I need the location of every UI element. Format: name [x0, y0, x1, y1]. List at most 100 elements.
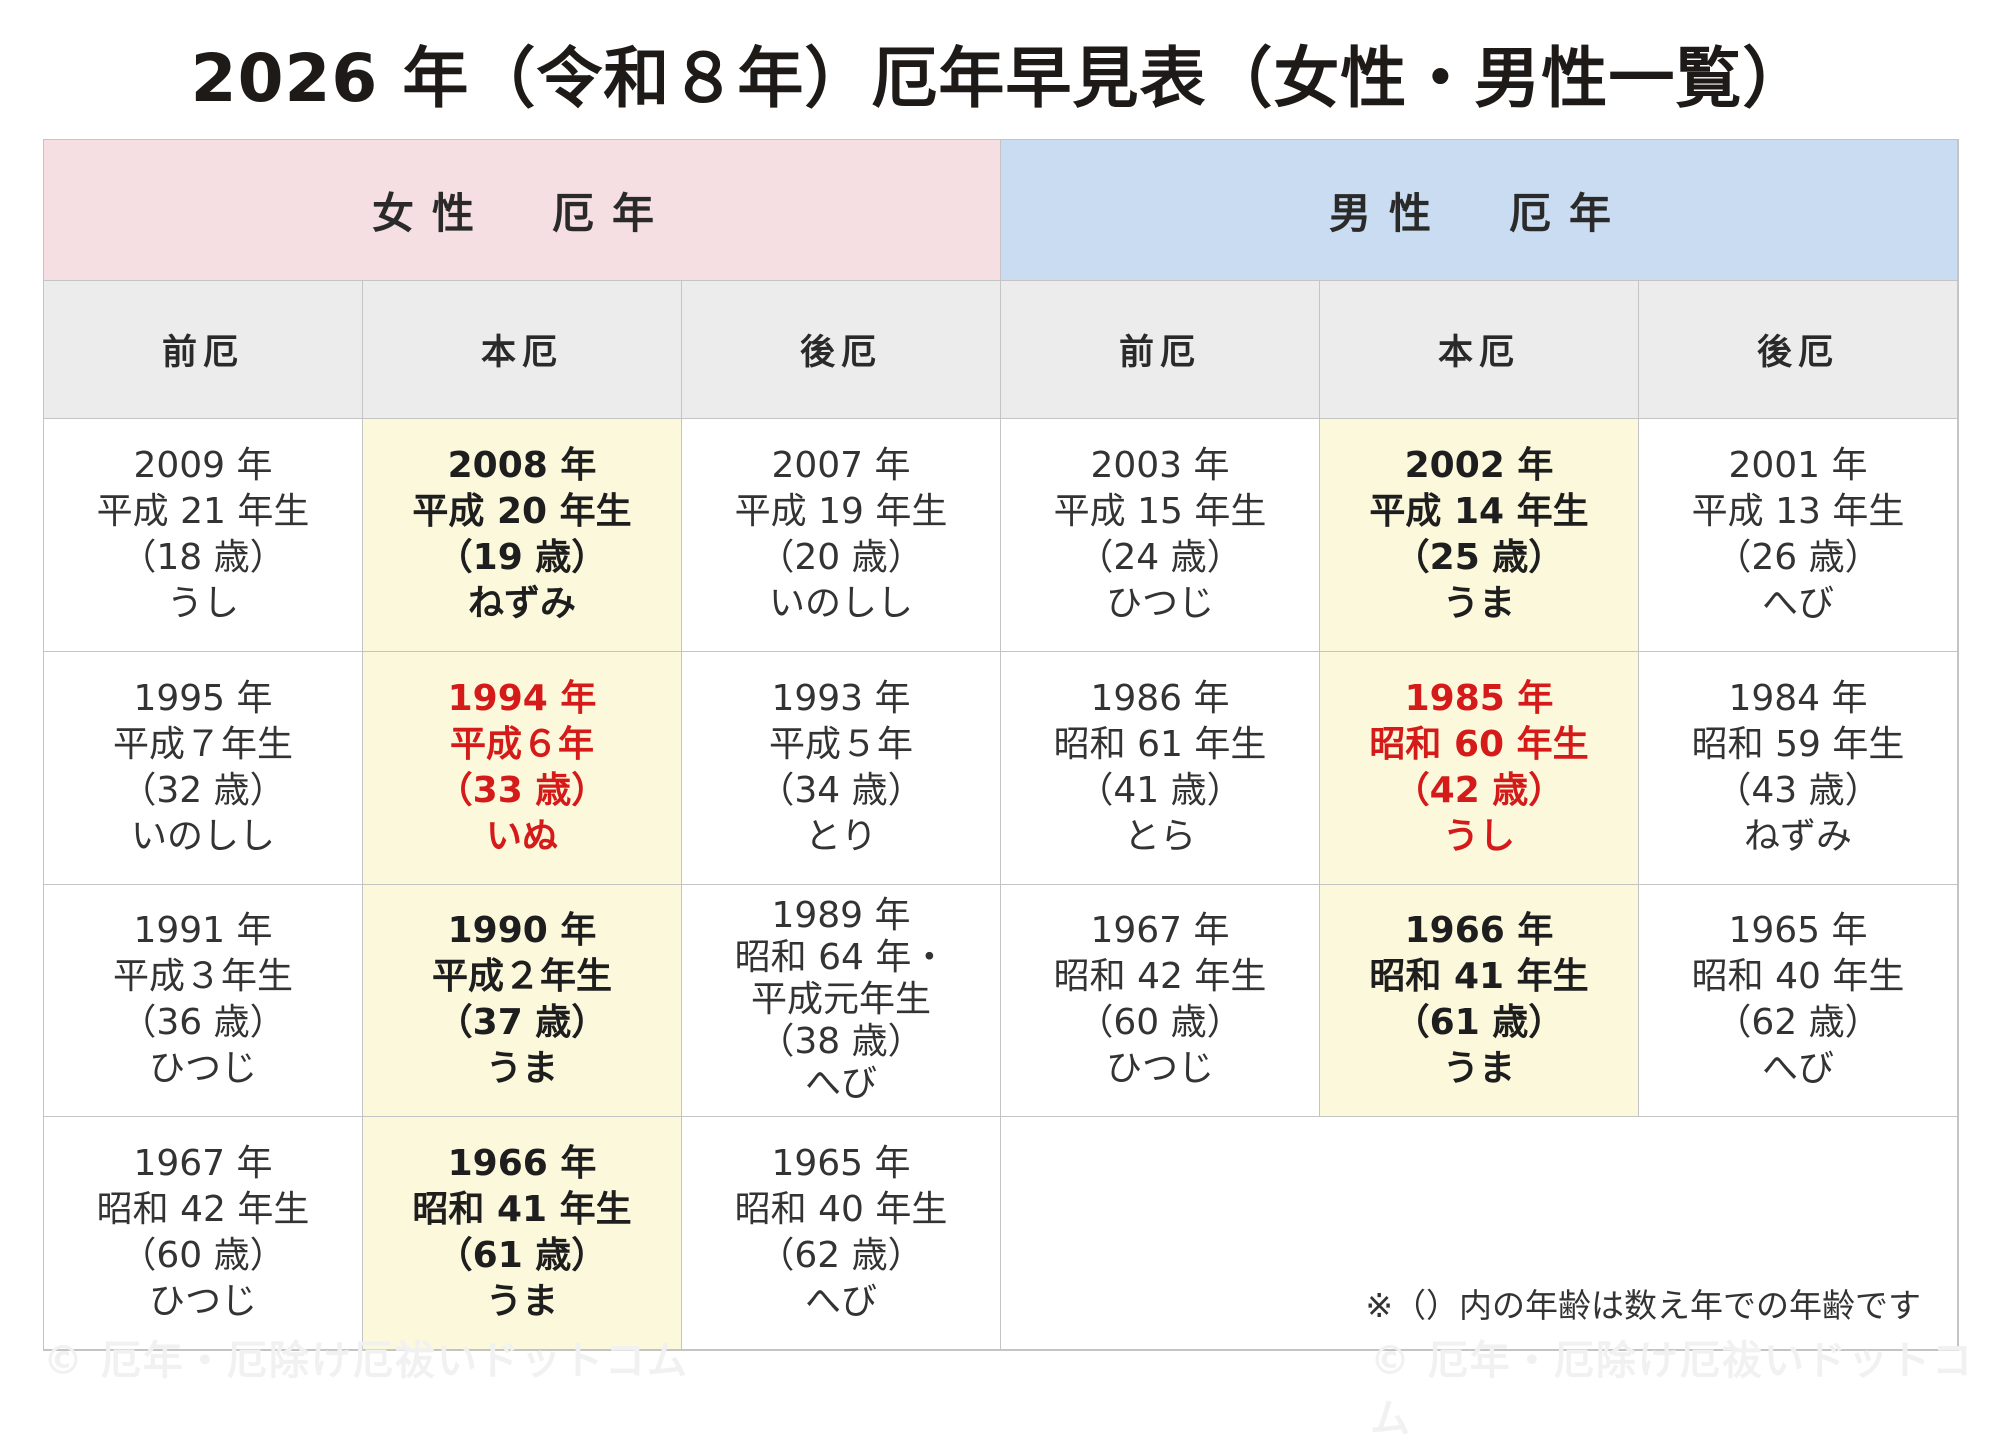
cell-line: 2003 年 [1090, 444, 1230, 486]
cell-line: 昭和 59 年生 [1691, 723, 1905, 765]
yakudoshi-cell: 1994 年平成６年 （33 歳） いぬ [363, 651, 682, 885]
cell-line: （38 歳） [758, 1021, 924, 1063]
cell-line: （60 歳） [1077, 1002, 1243, 1044]
yakudoshi-cell: 1989 年昭和 64 年・ 平成元年生 （38 歳） へび [682, 884, 1001, 1118]
cell-line: （42 歳） [1393, 769, 1565, 811]
cell-line: うま [485, 1048, 558, 1090]
cell-line: （34 歳） [758, 769, 924, 811]
yakudoshi-cell: 2001 年平成 13 年生 （26 歳） へび [1639, 419, 1958, 652]
cell-line: 昭和 40 年生 [734, 1189, 948, 1231]
cell-line: 平成 20 年生 [412, 490, 632, 532]
cell-line: （19 歳） [436, 536, 608, 578]
cell-line: （24 歳） [1077, 536, 1243, 578]
cell-line: 1967 年 [133, 1143, 273, 1185]
cell-line: 1985 年 [1404, 677, 1554, 719]
cell-line: うま [1442, 1048, 1515, 1090]
watermark-right: © 厄年・厄除け厄祓いドットコム [1370, 1338, 1974, 1442]
cell-line: （25 歳） [1393, 536, 1565, 578]
cell-line: いぬ [485, 815, 558, 857]
cell-line: 平成 15 年生 [1053, 490, 1267, 532]
yakudoshi-cell: 1967 年昭和 42 年生 （60 歳） ひつじ [1001, 884, 1320, 1118]
age-note: ※（）内の年齢は数え年での年齢です [1365, 1286, 1921, 1325]
yakudoshi-cell: 2003 年平成 15 年生 （24 歳） ひつじ [1001, 419, 1320, 652]
cell-line: ねずみ [1743, 815, 1852, 857]
cell-line: 2009 年 [133, 444, 273, 486]
cell-line: 1966 年 [1404, 910, 1554, 952]
cell-line: 昭和 42 年生 [96, 1189, 310, 1231]
cell-line: へび [804, 1063, 877, 1105]
cell-line: へび [804, 1281, 877, 1323]
female-honyaku-header: 本厄 [363, 281, 682, 419]
yakudoshi-cell: 1990 年平成２年生 （37 歳） うま [363, 884, 682, 1118]
cell-line: 2002 年 [1404, 444, 1554, 486]
yakudoshi-cell: 1993 年平成５年 （34 歳） とり [682, 651, 1001, 885]
cell-line: 昭和 61 年生 [1053, 723, 1267, 765]
cell-line: とら [1123, 815, 1196, 857]
cell-line: 1986 年 [1090, 677, 1230, 719]
yakudoshi-table: 女性 厄年 男性 厄年 前厄 本厄 後厄 前厄 本厄 後厄 2009 年平成 2… [43, 139, 1959, 1351]
cell-line: （32 歳） [120, 769, 286, 811]
cell-line: 1984 年 [1728, 677, 1868, 719]
yakudoshi-cell: 1985 年昭和 60 年生 （42 歳） うし [1320, 651, 1639, 885]
cell-line: 2008 年 [447, 444, 597, 486]
yakudoshi-cell: 1986 年昭和 61 年生 （41 歳） とら [1001, 651, 1320, 885]
cell-line: （62 歳） [1715, 1002, 1881, 1044]
cell-line: （37 歳） [436, 1002, 608, 1044]
cell-line: （26 歳） [1715, 536, 1881, 578]
cell-line: 1966 年 [447, 1143, 597, 1185]
cell-line: うま [1442, 582, 1515, 624]
cell-line: （61 歳） [1393, 1002, 1565, 1044]
cell-line: 昭和 40 年生 [1691, 956, 1905, 998]
cell-line: 1990 年 [447, 910, 597, 952]
cell-line: 平成元年生 [750, 979, 931, 1021]
male-honyaku-header: 本厄 [1320, 281, 1639, 419]
female-maeyaku-header: 前厄 [44, 281, 363, 419]
yakudoshi-cell: 1995 年平成７年生 （32 歳） いのしし [44, 651, 363, 885]
cell-line: （36 歳） [120, 1002, 286, 1044]
cell-line: うし [166, 582, 239, 624]
cell-line: いのしし [130, 815, 275, 857]
cell-line: へび [1761, 1048, 1834, 1090]
yakudoshi-cell: 1966 年昭和 41 年生 （61 歳） うま [363, 1117, 682, 1350]
cell-line: 昭和 64 年・ [734, 937, 948, 979]
yakudoshi-cell: 2009 年平成 21 年生 （18 歳） うし [44, 419, 363, 652]
watermark-left: © 厄年・厄除け厄祓いドットコム [43, 1338, 689, 1384]
cell-line: 1965 年 [771, 1143, 911, 1185]
yakudoshi-cell: 1984 年昭和 59 年生 （43 歳） ねずみ [1639, 651, 1958, 885]
cell-line: ねずみ [467, 582, 576, 624]
cell-line: 平成５年 [768, 723, 913, 765]
cell-line: 昭和 41 年生 [412, 1189, 632, 1231]
cell-line: 昭和 42 年生 [1053, 956, 1267, 998]
cell-line: ひつじ [148, 1281, 257, 1323]
cell-line: うし [1442, 815, 1515, 857]
cell-line: 1995 年 [133, 677, 273, 719]
cell-line: （18 歳） [120, 536, 286, 578]
yakudoshi-cell: 2007 年平成 19 年生 （20 歳） いのしし [682, 419, 1001, 652]
cell-line: ひつじ [148, 1048, 257, 1090]
yakudoshi-cell: 1967 年昭和 42 年生 （60 歳） ひつじ [44, 1117, 363, 1350]
yakudoshi-cell: 2008 年平成 20 年生 （19 歳） ねずみ [363, 419, 682, 652]
cell-line: 1967 年 [1090, 910, 1230, 952]
cell-line: 平成 19 年生 [734, 490, 948, 532]
cell-line: うま [485, 1281, 558, 1323]
female-yakudoshi-header: 女性 厄年 [44, 140, 1001, 281]
cell-line: （33 歳） [436, 769, 608, 811]
cell-line: （41 歳） [1077, 769, 1243, 811]
cell-line: 1994 年 [447, 677, 597, 719]
male-maeyaku-header: 前厄 [1001, 281, 1320, 419]
female-atoyaku-header: 後厄 [682, 281, 1001, 419]
cell-line: 平成 14 年生 [1369, 490, 1589, 532]
yakudoshi-cell: 1965 年昭和 40 年生 （62 歳） へび [682, 1117, 1001, 1350]
cell-line: 昭和 60 年生 [1369, 723, 1589, 765]
yakudoshi-cell: 1966 年昭和 41 年生 （61 歳） うま [1320, 884, 1639, 1118]
yakudoshi-cell: 1991 年平成３年生 （36 歳） ひつじ [44, 884, 363, 1118]
cell-line: ひつじ [1105, 1048, 1214, 1090]
cell-line: 昭和 41 年生 [1369, 956, 1589, 998]
cell-line: 平成３年生 [112, 956, 293, 998]
cell-line: 平成２年生 [431, 956, 612, 998]
cell-line: とり [804, 815, 877, 857]
cell-line: へび [1761, 582, 1834, 624]
cell-line: 1991 年 [133, 910, 273, 952]
yakudoshi-cell: 1965 年昭和 40 年生 （62 歳） へび [1639, 884, 1958, 1118]
male-atoyaku-header: 後厄 [1639, 281, 1958, 419]
